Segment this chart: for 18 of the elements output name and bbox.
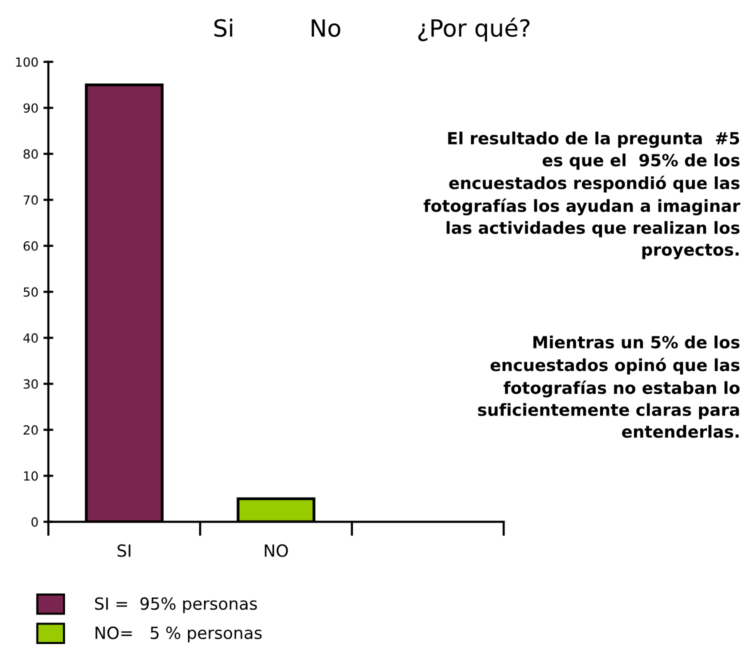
annotation: El resultado de la pregunta #5 es que el 95% de los encuestados respondió que las fotografías los ayudan a imaginar las actividades que realizan los proyectos. <box>424 132 740 260</box>
x-tick-label: NO <box>264 544 288 557</box>
annotation: Mientras un 5% de los encuestados opinó que las fotografías no estaban lo suficientemente claras para entenderlas. <box>478 336 740 438</box>
y-tick-label: 30 <box>24 379 38 389</box>
y-tick-label: 90 <box>24 103 38 113</box>
y-tick-label: 20 <box>24 425 38 435</box>
legend-label: NO= 5 % personas <box>96 626 262 642</box>
y-tick-label: 40 <box>23 333 38 343</box>
y-tick-label: 0 <box>32 517 38 527</box>
y-tick-label: 60 <box>24 241 38 251</box>
y-tick-label: 10 <box>24 471 38 481</box>
chart-title: Si No ¿Por qué? <box>214 18 530 42</box>
x-tick-label: SI <box>118 544 130 557</box>
y-tick-label: 100 <box>16 57 38 67</box>
y-tick-label: 80 <box>24 149 38 159</box>
y-tick-label: 50 <box>24 287 38 297</box>
y-tick-label: 70 <box>24 195 38 205</box>
legend-label: SI = 95% personas <box>95 597 257 614</box>
